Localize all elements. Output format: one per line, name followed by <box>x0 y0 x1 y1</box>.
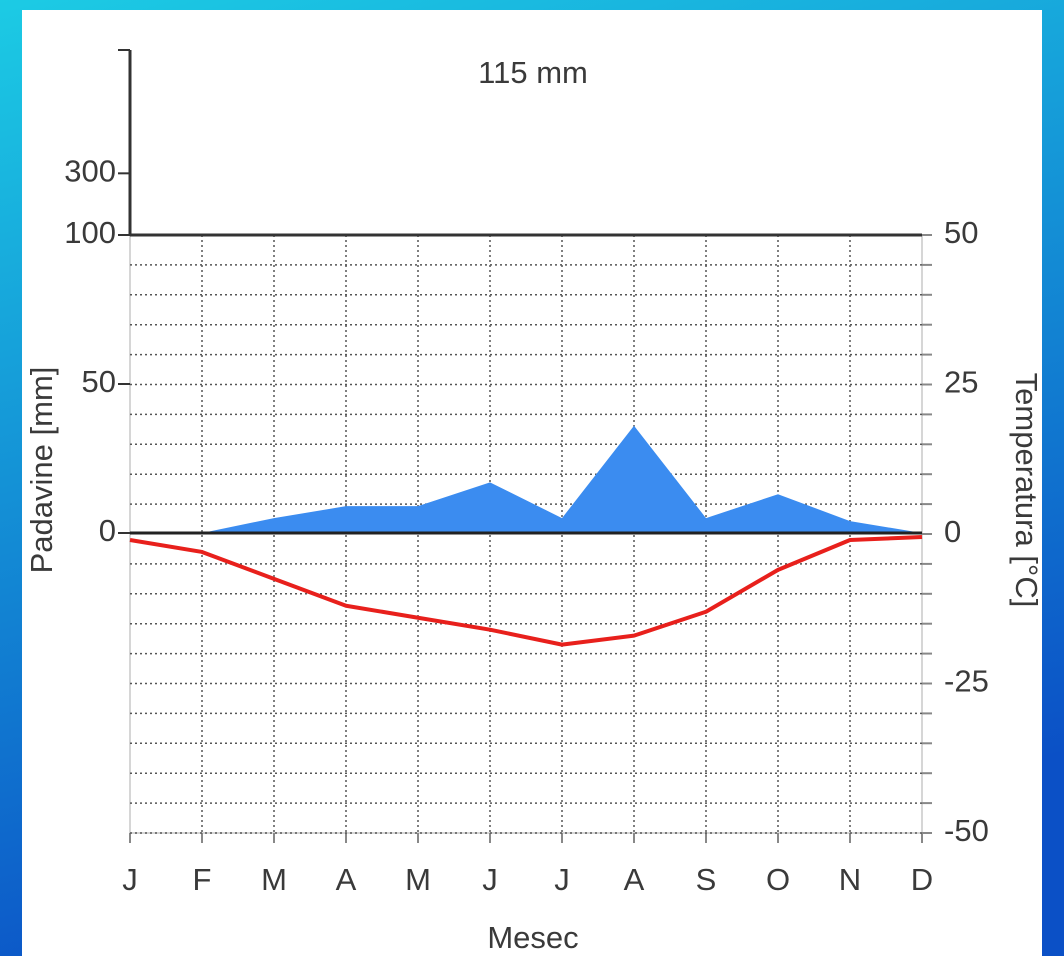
x-tick-label: D <box>911 862 933 897</box>
x-tick-label: J <box>554 862 570 897</box>
y2-tick-label: 50 <box>944 215 978 250</box>
x-tick-label: S <box>696 862 717 897</box>
x-tick-label: J <box>482 862 498 897</box>
x-tick-label: A <box>624 862 645 897</box>
chart-title: 115 mm <box>478 55 588 90</box>
precipitation-area <box>130 425 922 533</box>
y-axis-label: Padavine [mm] <box>24 367 59 574</box>
y-tick-label: 300 <box>64 154 116 189</box>
x-tick-label: J <box>122 862 138 897</box>
y2-tick-label: 25 <box>944 365 978 400</box>
y2-axis-label: Temperatura [°C] <box>1009 373 1044 608</box>
y2-tick-label: -25 <box>944 664 989 699</box>
x-axis-label: Mesec <box>487 920 578 955</box>
temperature-line <box>129 534 923 647</box>
x-tick-label: N <box>839 862 861 897</box>
panel <box>22 10 1042 956</box>
y2-tick-label: 0 <box>944 514 961 549</box>
y-tick-label: 100 <box>64 215 116 250</box>
y-tick-label: 50 <box>82 364 116 399</box>
x-tick-label: M <box>261 862 287 897</box>
x-tick-label: F <box>193 862 212 897</box>
x-tick-label: O <box>766 862 790 897</box>
x-tick-label: M <box>405 862 431 897</box>
y-tick-label: 0 <box>99 513 116 548</box>
y2-tick-label: -50 <box>944 813 989 848</box>
x-tick-label: A <box>336 862 357 897</box>
